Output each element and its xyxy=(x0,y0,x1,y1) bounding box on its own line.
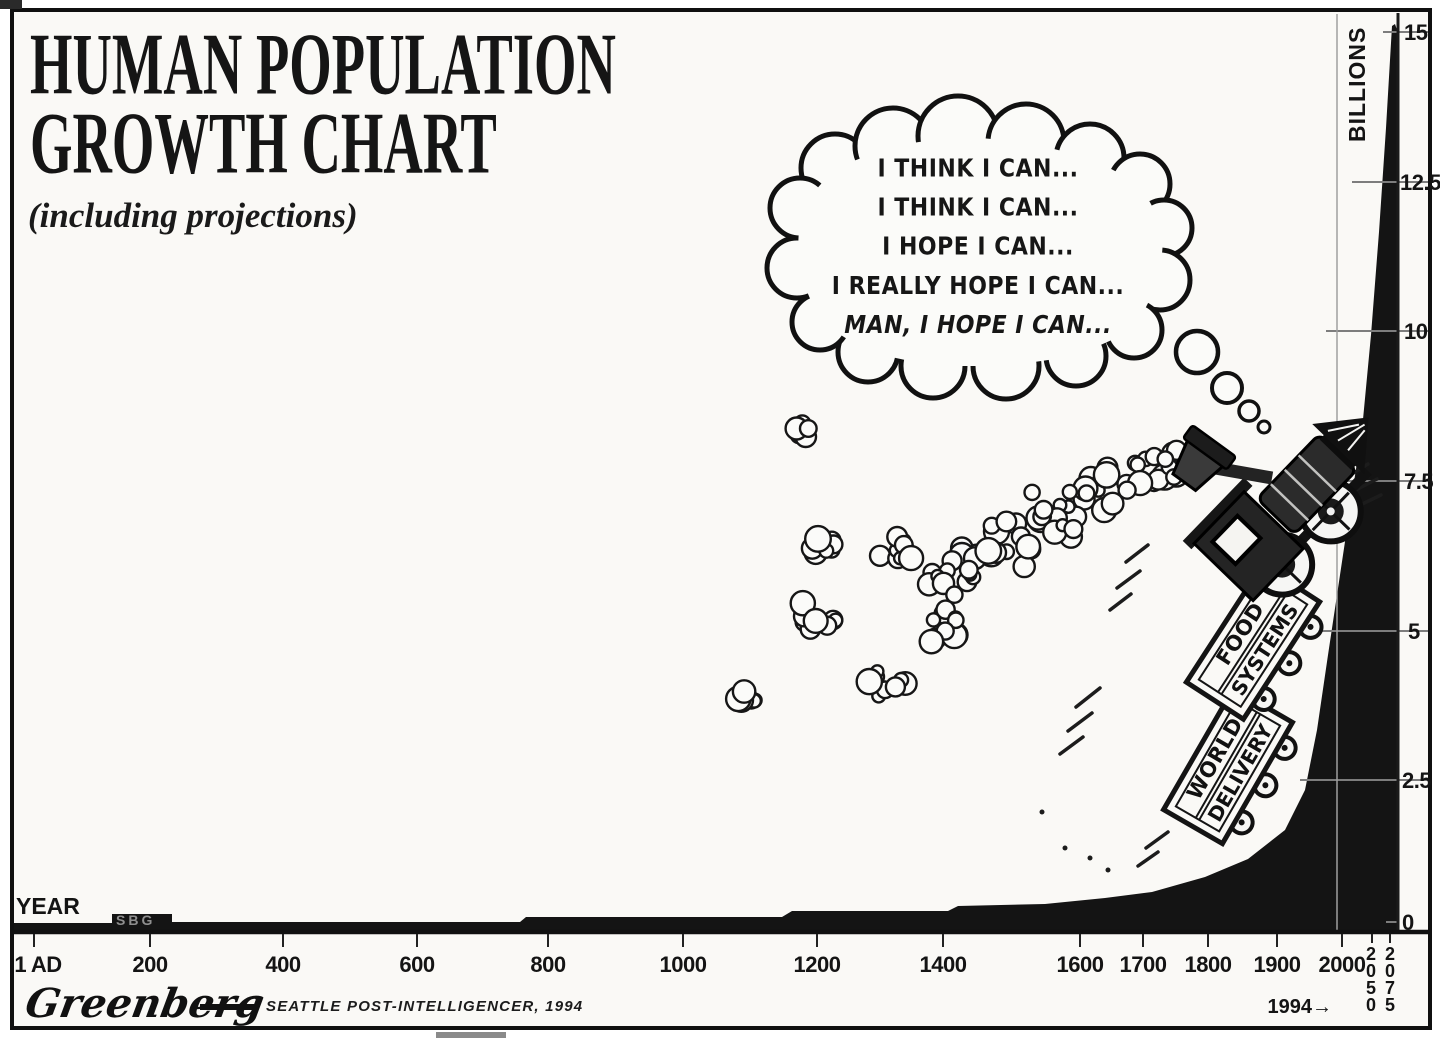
bubble-line: I THINK I CAN... xyxy=(877,154,1079,184)
scan-artifact xyxy=(436,1032,506,1038)
signature-dash xyxy=(200,1004,258,1010)
y-tick-12-5: 12.5 xyxy=(1400,170,1440,195)
smoke-puff xyxy=(918,628,945,655)
x-tick-1200: 1200 xyxy=(793,952,841,977)
x-tick-marks xyxy=(33,934,1391,947)
y-tick-15: 15 xyxy=(1404,20,1428,45)
y-tick-2-5: 2.5 xyxy=(1402,768,1432,793)
smoke-puff xyxy=(974,536,1003,565)
locomotive xyxy=(1182,417,1372,603)
smoke-puff xyxy=(1015,533,1042,560)
thought-bubble xyxy=(764,93,1272,435)
bubble-tail-puff xyxy=(1256,419,1272,435)
x-axis-label: YEAR xyxy=(16,893,80,919)
page-title: HUMAN POPULATION GROWTH CHART xyxy=(30,17,616,193)
smoke-puff xyxy=(925,612,942,628)
smoke-puff xyxy=(1063,518,1084,540)
bubble-line: MAN, I HOPE I CAN... xyxy=(844,311,1112,340)
bubble-interior xyxy=(797,136,1164,366)
smoke-puff xyxy=(798,419,818,439)
bubble-line: I THINK I CAN... xyxy=(877,193,1079,223)
smoke-puff xyxy=(1092,460,1121,489)
thought-bubble-text: I THINK I CAN... I THINK I CAN... I HOPE… xyxy=(800,150,1156,346)
x-tick-2050: 2050 xyxy=(1361,944,1381,1012)
smoke-puff xyxy=(802,607,829,634)
scan-artifact xyxy=(0,0,22,9)
smoke-puff xyxy=(789,589,817,617)
smoke-puff xyxy=(1061,483,1079,501)
page-subtitle: (including projections) xyxy=(28,196,358,235)
title-line-2: GROWTH CHART xyxy=(30,96,497,193)
smoke-puff xyxy=(804,524,833,553)
x-tick-1600: 1600 xyxy=(1056,952,1104,977)
title-line-1: HUMAN POPULATION xyxy=(30,17,616,114)
signature-credit: SEATTLE POST-INTELLIGENCER, 1994 xyxy=(266,998,584,1015)
x-tick-1000: 1000 xyxy=(659,952,707,977)
smoke-puff xyxy=(1077,484,1096,503)
bubble-line: I HOPE I CAN... xyxy=(882,232,1074,262)
x-tick-400: 400 xyxy=(265,952,301,977)
x-tick-1900: 1900 xyxy=(1253,952,1301,977)
smoke-puff xyxy=(995,510,1018,533)
smoke-puff xyxy=(1100,491,1125,516)
x-tick-1800: 1800 xyxy=(1184,952,1232,977)
y-tick-7-5: 7.5 xyxy=(1404,469,1434,494)
train: WORLD DELIVERY FOOD SYSTEMS xyxy=(1160,417,1372,848)
smoke-puff xyxy=(946,611,965,630)
y-tick-5: 5 xyxy=(1408,619,1420,644)
smoke-puff xyxy=(897,544,925,572)
x-tick-1400: 1400 xyxy=(919,952,967,977)
smoke-puff xyxy=(855,667,884,696)
y-tick-0: 0 xyxy=(1402,910,1414,935)
smoke-puff xyxy=(868,544,892,567)
smoke-puff xyxy=(958,559,979,580)
x-tick-1700: 1700 xyxy=(1119,952,1167,977)
smoke-trail xyxy=(724,414,1198,713)
y-tick-10: 10 xyxy=(1404,319,1428,344)
smoke-puff xyxy=(945,585,964,605)
smoke-puff xyxy=(1023,483,1041,502)
x-tick-2075: 2075 xyxy=(1380,944,1400,1012)
watermark: SBG xyxy=(116,912,155,928)
y-axis-unit: BILLIONS xyxy=(1344,26,1370,142)
x-tick-800: 800 xyxy=(530,952,566,977)
smoke-puff xyxy=(1156,450,1175,468)
bubble-tail-puff xyxy=(1237,399,1261,423)
marker-1994-label: 1994→ xyxy=(1267,996,1333,1018)
smoke-puff xyxy=(884,676,907,698)
smoke-puff xyxy=(731,679,757,704)
smoke-puff xyxy=(1117,480,1137,500)
bubble-line: I REALLY HOPE I CAN... xyxy=(831,271,1125,301)
x-tick-1ad: 1 AD xyxy=(14,952,62,977)
chart-frame xyxy=(10,8,1432,1030)
x-tick-2000: 2000 xyxy=(1318,952,1366,977)
bubble-tail-puff xyxy=(1173,328,1221,376)
smokestack xyxy=(1171,424,1237,493)
x-tick-200: 200 xyxy=(132,952,168,977)
bubble-tail-puff xyxy=(1210,371,1244,405)
smoke-puff xyxy=(1129,456,1146,474)
smoke-puff xyxy=(1033,499,1054,520)
x-tick-600: 600 xyxy=(399,952,435,977)
